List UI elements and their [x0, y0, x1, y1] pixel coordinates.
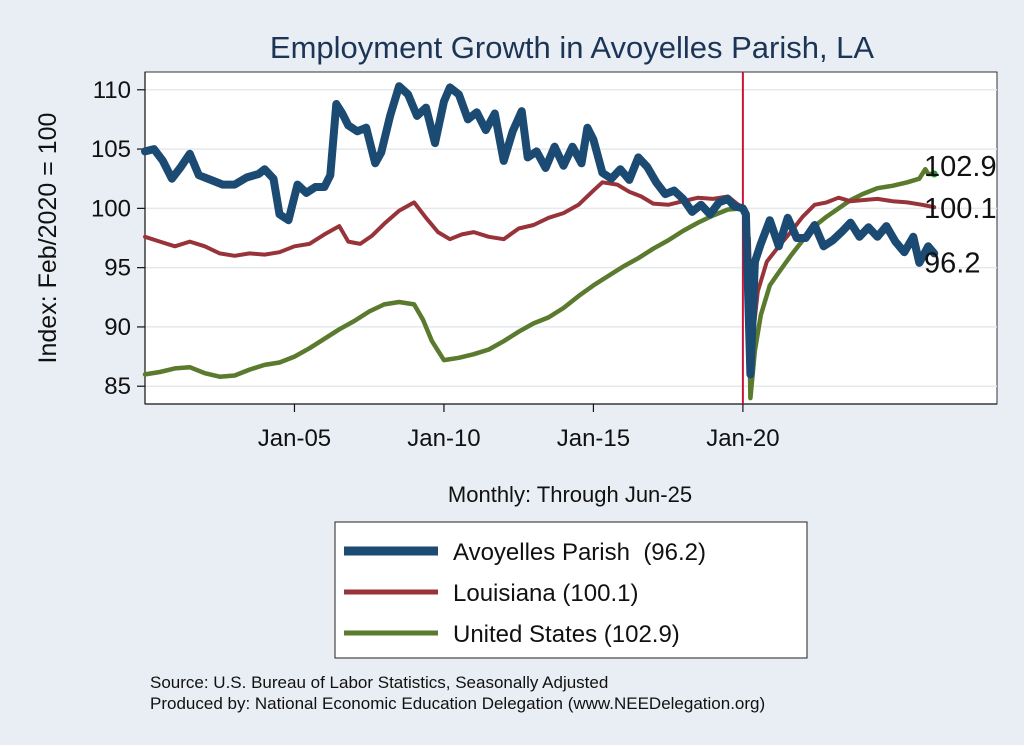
end-label-us: 102.9: [924, 151, 997, 183]
y-tick-label: 85: [104, 373, 131, 400]
end-label-avoyelles: 96.2: [924, 247, 980, 279]
legend-label-avoyelles: Avoyelles Parish (96.2): [453, 539, 706, 566]
chart-title: Employment Growth in Avoyelles Parish, L…: [270, 30, 875, 65]
us-end-dot: [930, 170, 938, 178]
x-tick-label: Jan-20: [706, 425, 779, 452]
x-tick-label: Jan-15: [557, 425, 630, 452]
series-line-louisiana: [143, 180, 937, 347]
y-tick-label: 110: [93, 77, 131, 104]
y-tick-label: 95: [104, 255, 131, 282]
x-axis-ticks: Jan-05 Jan-10 Jan-15 Jan-20: [258, 404, 780, 452]
x-tick-label: Jan-05: [258, 425, 331, 452]
end-label-louisiana: 100.1: [924, 193, 997, 225]
x-tick-label: Jan-10: [407, 425, 480, 452]
series-line-avoyelles: [141, 82, 939, 379]
legend-label-louisiana: Louisiana (100.1): [453, 580, 638, 607]
source-note: Source: U.S. Bureau of Labor Statistics,…: [150, 673, 608, 692]
producer-note: Produced by: National Economic Education…: [150, 694, 765, 713]
y-tick-label: 105: [91, 136, 131, 163]
y-axis-label: Index: Feb/2020 = 100: [34, 113, 62, 364]
y-axis-ticks: 85 90 95 100 105 110: [91, 77, 145, 400]
y-tick-label: 90: [104, 314, 131, 341]
end-labels: 96.2 100.1 102.9: [924, 151, 997, 279]
y-tick-label: 100: [91, 195, 131, 222]
series-line-us: [142, 166, 937, 401]
plot-area: [144, 71, 998, 405]
series-lines: [141, 82, 939, 401]
x-axis-label: Monthly: Through Jun-25: [448, 482, 692, 507]
legend-label-us: United States (102.9): [453, 621, 680, 648]
legend: Avoyelles Parish (96.2) Louisiana (100.1…: [334, 521, 808, 659]
